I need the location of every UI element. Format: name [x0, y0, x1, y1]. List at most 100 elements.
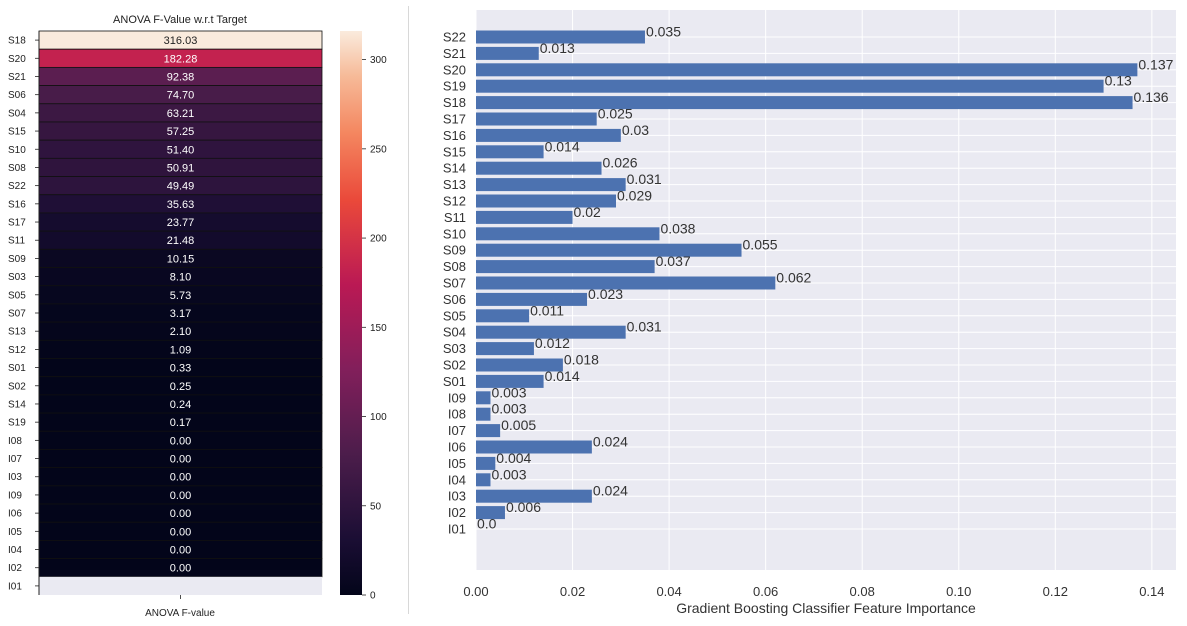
heatmap-cell — [39, 576, 322, 595]
heatmap-row-label: S12 — [8, 345, 26, 356]
bar-value-label: 0.024 — [593, 483, 628, 499]
category-label: S14 — [443, 161, 466, 176]
heatmap-cell-value: 92.38 — [167, 71, 195, 83]
category-label: S08 — [443, 259, 466, 274]
heatmap-cell-value: 0.33 — [170, 363, 191, 375]
category-label: S10 — [443, 226, 466, 241]
colorbar-tick-label: 150 — [370, 323, 387, 334]
heatmap-row: S20 182.28 — [8, 48, 323, 68]
heatmap-row: I05 0.00 — [8, 521, 323, 541]
heatmap-cell-value: 10.15 — [167, 253, 195, 265]
bar — [476, 276, 776, 290]
bar — [476, 473, 491, 487]
heatmap-row-label: S04 — [8, 108, 26, 119]
bar-value-label: 0.03 — [622, 122, 649, 138]
category-label: S02 — [443, 358, 466, 373]
category-label: S21 — [443, 46, 466, 61]
heatmap-row-label: S09 — [8, 254, 26, 265]
bar — [476, 489, 592, 503]
heatmap-row-label: S14 — [8, 399, 26, 410]
heatmap-cell-value: 182.28 — [164, 53, 198, 65]
heatmap-row-label: S13 — [8, 327, 26, 338]
bar-value-label: 0.062 — [776, 270, 811, 286]
category-label: S18 — [443, 95, 466, 110]
bar-value-label: 0.005 — [501, 417, 536, 433]
category-label: S20 — [443, 62, 466, 77]
x-tick-label: 0.10 — [946, 584, 971, 599]
bar — [476, 309, 530, 323]
heatmap-row-label: I09 — [8, 490, 22, 501]
heatmap-row-label: I03 — [8, 472, 22, 483]
bar-value-label: 0.02 — [574, 204, 601, 220]
category-label: S04 — [443, 325, 466, 340]
x-tick-label: 0.14 — [1139, 584, 1164, 599]
bar-value-label: 0.014 — [545, 138, 580, 154]
colorbar-tick-label: 100 — [370, 412, 387, 423]
heatmap-cell-value: 1.09 — [170, 344, 191, 356]
x-tick-label: 0.06 — [753, 584, 778, 599]
category-label: I02 — [448, 505, 466, 520]
bar — [476, 391, 491, 405]
heatmap-row: I09 0.00 — [8, 485, 323, 505]
bar — [476, 325, 626, 339]
bar-value-label: 0.012 — [535, 335, 570, 351]
bar-x-label: Gradient Boosting Classifier Feature Imp… — [676, 600, 976, 616]
heatmap-row-label: I06 — [8, 509, 22, 520]
heatmap-cell-value: 21.48 — [167, 235, 195, 247]
heatmap-row: I04 0.00 — [8, 540, 323, 560]
heatmap-cell-value: 0.17 — [170, 417, 191, 429]
heatmap-row: I08 0.00 — [8, 430, 323, 450]
bar-value-label: 0.136 — [1134, 89, 1169, 105]
category-label: I05 — [448, 456, 466, 471]
bar — [476, 506, 505, 520]
heatmap-row-label: S06 — [8, 90, 26, 101]
heatmap-cell-value: 0.24 — [170, 399, 191, 411]
category-label: S12 — [443, 194, 466, 209]
bar — [476, 145, 544, 159]
heatmap-row: S05 5.73 — [8, 285, 323, 305]
x-tick-label: 0.00 — [463, 584, 488, 599]
category-label: S16 — [443, 128, 466, 143]
heatmap-row: I07 0.00 — [8, 449, 323, 469]
heatmap-cell-value: 316.03 — [164, 35, 198, 47]
bar-value-label: 0.031 — [627, 171, 662, 187]
bar — [476, 456, 496, 470]
heatmap-row-label: S15 — [8, 127, 26, 138]
heatmap-row-label: S03 — [8, 272, 26, 283]
bar-value-label: 0.031 — [627, 319, 662, 335]
bar-value-label: 0.137 — [1138, 56, 1173, 72]
x-tick-label: 0.12 — [1043, 584, 1068, 599]
bar-value-label: 0.013 — [540, 40, 575, 56]
heatmap-row: I06 0.00 — [8, 503, 323, 523]
bar-value-label: 0.003 — [491, 384, 526, 400]
bar — [476, 292, 588, 306]
category-label: I03 — [448, 489, 466, 504]
bar-value-label: 0.003 — [491, 401, 526, 417]
heatmap-row: S12 1.09 — [8, 339, 323, 359]
bar — [476, 243, 742, 257]
heatmap-row: S22 49.49 — [8, 176, 323, 196]
colorbar-tick-label: 300 — [370, 55, 387, 66]
heatmap-row-label: S16 — [8, 199, 26, 210]
heatmap-cell-value: 3.17 — [170, 308, 191, 320]
heatmap-row-label: S05 — [8, 290, 26, 301]
bar — [476, 128, 621, 142]
heatmap-cell-value: 0.00 — [170, 435, 191, 447]
heatmap-row: S06 74.70 — [8, 85, 323, 105]
heatmap-row-label: S07 — [8, 309, 26, 320]
category-label: I09 — [448, 390, 466, 405]
bar — [476, 407, 491, 421]
bar-value-label: 0.003 — [491, 466, 526, 482]
heatmap-cell-value: 0.00 — [170, 490, 191, 502]
category-label: S05 — [443, 308, 466, 323]
heatmap-cell-value: 0.00 — [170, 472, 191, 484]
category-label: S01 — [443, 374, 466, 389]
heatmap-row: S17 23.77 — [8, 212, 323, 232]
bar — [476, 440, 592, 454]
bar — [476, 227, 660, 241]
bar — [476, 424, 501, 438]
heatmap-row: S08 50.91 — [8, 157, 323, 177]
bar — [476, 46, 539, 60]
heatmap-row-label: S08 — [8, 163, 26, 174]
